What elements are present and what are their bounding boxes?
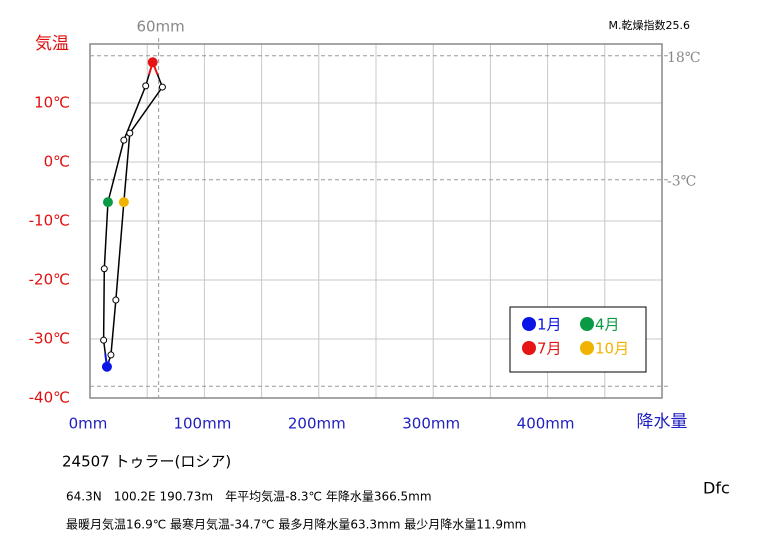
x-axis-label: 降水量 bbox=[637, 412, 688, 432]
legend-marker bbox=[580, 341, 594, 355]
month-point bbox=[147, 57, 158, 68]
month-point bbox=[120, 136, 128, 144]
month-point bbox=[126, 129, 134, 137]
legend-label: 1月 bbox=[537, 316, 562, 334]
y-tick-label: -20℃ bbox=[29, 271, 70, 289]
month-point bbox=[118, 197, 129, 208]
month-point bbox=[158, 83, 166, 91]
y-tick-label: -10℃ bbox=[29, 212, 70, 230]
x-tick-label: 100mm bbox=[173, 415, 231, 433]
legend-label: 7月 bbox=[537, 340, 562, 358]
plot-frame bbox=[89, 43, 663, 399]
station: 24507 トゥラー(ロシア) bbox=[62, 453, 231, 471]
x-tick-label: 0mm bbox=[69, 415, 108, 433]
x-tick-label: 400mm bbox=[517, 415, 575, 433]
reference-label: 18℃ bbox=[667, 50, 700, 66]
y-axis-label: 気温 bbox=[35, 34, 69, 54]
index-text: M.乾燥指数25.6 bbox=[609, 18, 690, 32]
climate-code: Dfc bbox=[703, 479, 730, 498]
info-line: 64.3N 100.2E 190.73m 年平均気温-8.3℃ 年降水量366.… bbox=[66, 489, 432, 504]
info-line: 最暖月気温16.9℃ 最寒月気温-34.7℃ 最多月降水量63.3mm 最少月降… bbox=[66, 517, 526, 532]
y-tick-label: 0℃ bbox=[44, 153, 70, 171]
month-point bbox=[101, 361, 112, 372]
legend-marker bbox=[522, 341, 536, 355]
x-tick-label: 200mm bbox=[288, 415, 346, 433]
x-tick-label: 300mm bbox=[402, 415, 460, 433]
legend-marker bbox=[522, 317, 536, 331]
legend-label: 4月 bbox=[595, 316, 620, 334]
y-tick-label: 10℃ bbox=[34, 94, 70, 112]
month-point bbox=[102, 197, 113, 208]
legend-label: 10月 bbox=[595, 340, 629, 358]
legend-marker bbox=[580, 317, 594, 331]
month-point bbox=[100, 336, 108, 344]
reference-label: -3℃ bbox=[667, 174, 696, 190]
y-tick-label: -30℃ bbox=[29, 330, 70, 348]
month-point bbox=[100, 265, 108, 273]
y-tick-label: -40℃ bbox=[29, 389, 70, 407]
legend-box bbox=[509, 306, 647, 373]
month-point bbox=[142, 82, 150, 90]
reference-label: 60mm bbox=[136, 18, 184, 36]
month-point bbox=[107, 351, 115, 359]
month-point bbox=[112, 296, 120, 304]
